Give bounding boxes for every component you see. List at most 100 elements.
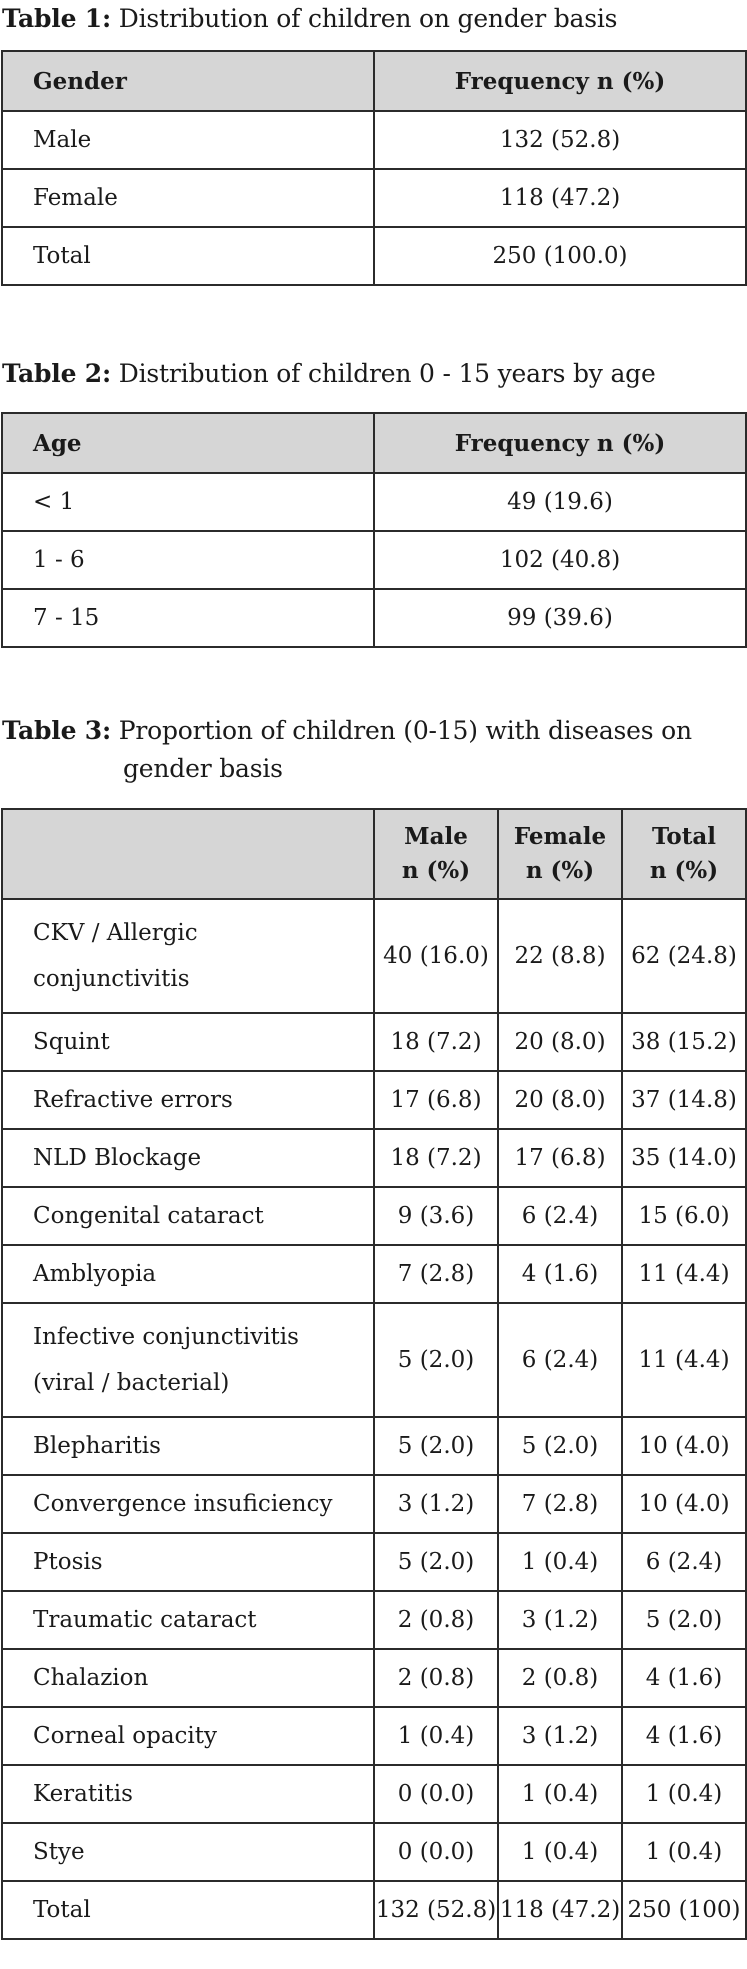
disease-name-line2: conjunctivitis [33, 966, 190, 992]
disease-name: Squint [1, 1012, 375, 1072]
male-value: 18 (7.2) [373, 1012, 499, 1072]
total-value: 11 (4.4) [621, 1302, 747, 1418]
table-header-row: Age Frequency n (%) [1, 412, 747, 474]
header-female: Female n (%) [497, 808, 623, 900]
disease-name-line1: Refractive errors [33, 1087, 233, 1113]
disease-name-line1: Stye [33, 1839, 85, 1865]
male-value: 2 (0.8) [373, 1590, 499, 1650]
table3-caption-line1: Proportion of children (0-15) with disea… [118, 716, 692, 745]
table-row: 1 - 6 102 (40.8) [1, 530, 747, 590]
header-male-line1: Male [404, 823, 468, 850]
disease-name-line1: Infective conjunctivitis [33, 1324, 299, 1350]
disease-name: Amblyopia [1, 1244, 375, 1304]
table-row: Keratitis 0 (0.0) 1 (0.4) 1 (0.4) [1, 1764, 747, 1824]
female-value: 2 (0.8) [497, 1648, 623, 1708]
female-value: 5 (2.0) [497, 1416, 623, 1476]
row-label: Male [1, 110, 375, 170]
disease-name: Infective conjunctivitis (viral / bacteri… [1, 1302, 375, 1418]
table3-caption: Table 3: Proportion of children (0-15) w… [2, 712, 692, 788]
female-value: 20 (8.0) [497, 1012, 623, 1072]
table-row: NLD Blockage 18 (7.2) 17 (6.8) 35 (14.0) [1, 1128, 747, 1188]
table-row: Blepharitis 5 (2.0) 5 (2.0) 10 (4.0) [1, 1416, 747, 1476]
table-row: CKV / Allergic conjunctivitis 40 (16.0) 22 … [1, 898, 747, 1014]
disease-name-line1: Keratitis [33, 1781, 133, 1807]
row-value: 49 (19.6) [373, 472, 747, 532]
disease-name-line1: CKV / Allergic [33, 920, 198, 946]
total-value: 6 (2.4) [621, 1532, 747, 1592]
table-header-row: Gender Frequency n (%) [1, 50, 747, 112]
male-value: 132 (52.8) [373, 1880, 499, 1940]
row-value: 132 (52.8) [373, 110, 747, 170]
table3-diseases: Male n (%) Female n (%) Total n (%) CKV … [1, 808, 747, 1940]
row-label: Female [1, 168, 375, 228]
table3-caption-label: Table 3: [2, 716, 112, 745]
total-value: 5 (2.0) [621, 1590, 747, 1650]
disease-name-line1: NLD Blockage [33, 1145, 202, 1171]
table1-caption-text: Distribution of children on gender basis [118, 4, 618, 33]
female-value: 1 (0.4) [497, 1532, 623, 1592]
male-value: 3 (1.2) [373, 1474, 499, 1534]
disease-name-line1: Congenital cataract [33, 1203, 264, 1229]
total-value: 62 (24.8) [621, 898, 747, 1014]
table-row: Squint 18 (7.2) 20 (8.0) 38 (15.2) [1, 1012, 747, 1072]
male-value: 9 (3.6) [373, 1186, 499, 1246]
male-value: 1 (0.4) [373, 1706, 499, 1766]
header-age: Age [1, 412, 375, 474]
row-value: 102 (40.8) [373, 530, 747, 590]
table-row: Refractive errors 17 (6.8) 20 (8.0) 37 (14.… [1, 1070, 747, 1130]
total-value: 35 (14.0) [621, 1128, 747, 1188]
table-header-row: Male n (%) Female n (%) Total n (%) [1, 808, 747, 900]
female-value: 3 (1.2) [497, 1706, 623, 1766]
table2-caption-text: Distribution of children 0 - 15 years by… [118, 359, 656, 388]
table-row: Infective conjunctivitis (viral / bacteri… [1, 1302, 747, 1418]
disease-name-line1: Total [33, 1897, 91, 1923]
male-value: 7 (2.8) [373, 1244, 499, 1304]
table-row: Chalazion 2 (0.8) 2 (0.8) 4 (1.6) [1, 1648, 747, 1708]
table-row: Amblyopia 7 (2.8) 4 (1.6) 11 (4.4) [1, 1244, 747, 1304]
total-value: 1 (0.4) [621, 1764, 747, 1824]
table-row: Congenital cataract 9 (3.6) 6 (2.4) 15 (6.0… [1, 1186, 747, 1246]
male-value: 5 (2.0) [373, 1532, 499, 1592]
female-value: 6 (2.4) [497, 1186, 623, 1246]
disease-name-line1: Amblyopia [33, 1261, 157, 1287]
disease-name-line1: Convergence insuficiency [33, 1491, 333, 1517]
female-value: 4 (1.6) [497, 1244, 623, 1304]
total-value: 38 (15.2) [621, 1012, 747, 1072]
total-value: 4 (1.6) [621, 1706, 747, 1766]
total-value: 10 (4.0) [621, 1416, 747, 1476]
header-frequency: Frequency n (%) [373, 50, 747, 112]
table1-gender: Gender Frequency n (%) Male 132 (52.8) F… [1, 50, 747, 286]
disease-name: NLD Blockage [1, 1128, 375, 1188]
header-total-line1: Total [651, 823, 717, 850]
male-value: 0 (0.0) [373, 1822, 499, 1882]
table1-caption-label: Table 1: [2, 4, 112, 33]
total-value: 15 (6.0) [621, 1186, 747, 1246]
table2-caption: Table 2: Distribution of children 0 - 15… [2, 355, 656, 393]
disease-name: Corneal opacity [1, 1706, 375, 1766]
disease-name-line1: Ptosis [33, 1549, 103, 1575]
male-value: 40 (16.0) [373, 898, 499, 1014]
total-value: 11 (4.4) [621, 1244, 747, 1304]
disease-name: Blepharitis [1, 1416, 375, 1476]
female-value: 22 (8.8) [497, 898, 623, 1014]
table-row: Corneal opacity 1 (0.4) 3 (1.2) 4 (1.6) [1, 1706, 747, 1766]
disease-name-line1: Traumatic cataract [33, 1607, 257, 1633]
female-value: 3 (1.2) [497, 1590, 623, 1650]
disease-name: Ptosis [1, 1532, 375, 1592]
table2-caption-label: Table 2: [2, 359, 112, 388]
row-value: 250 (100.0) [373, 226, 747, 286]
header-gender: Gender [1, 50, 375, 112]
table-row: Male 132 (52.8) [1, 110, 747, 170]
total-value: 1 (0.4) [621, 1822, 747, 1882]
total-value: 250 (100) [621, 1880, 747, 1940]
table-row: Total 132 (52.8) 118 (47.2) 250 (100) [1, 1880, 747, 1940]
male-value: 0 (0.0) [373, 1764, 499, 1824]
table2-age: Age Frequency n (%) < 1 49 (19.6) 1 - 6 … [1, 412, 747, 648]
disease-name-line1: Corneal opacity [33, 1723, 217, 1749]
header-blank [1, 808, 375, 900]
disease-name-line1: Squint [33, 1029, 110, 1055]
male-value: 18 (7.2) [373, 1128, 499, 1188]
disease-name: Total [1, 1880, 375, 1940]
table3-body: CKV / Allergic conjunctivitis 40 (16.0) 22 … [1, 898, 747, 1940]
